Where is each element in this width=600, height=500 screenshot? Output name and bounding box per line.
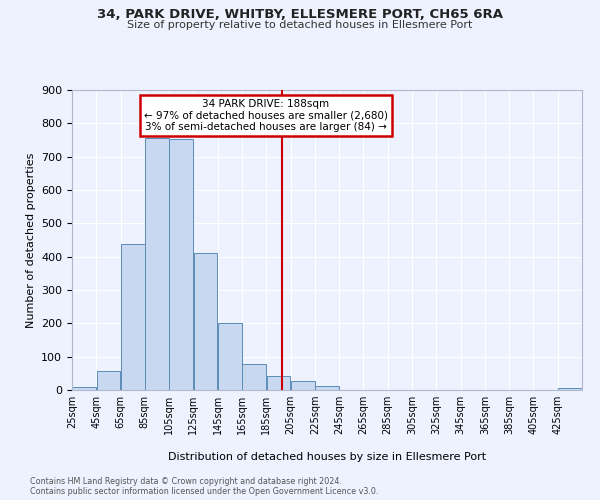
Bar (558, 388, 582, 390)
Bar (266, 376, 290, 390)
Text: Distribution of detached houses by size in Ellesmere Port: Distribution of detached houses by size … (168, 452, 486, 462)
Bar (242, 364, 266, 390)
Bar (145, 138, 169, 390)
Bar (315, 386, 339, 390)
Text: Contains HM Land Registry data © Crown copyright and database right 2024.: Contains HM Land Registry data © Crown c… (30, 478, 342, 486)
Bar (97, 370, 121, 390)
Text: Contains public sector information licensed under the Open Government Licence v3: Contains public sector information licen… (30, 488, 379, 496)
Bar (291, 381, 314, 390)
Bar (121, 244, 145, 390)
Bar (194, 254, 217, 390)
Bar (218, 324, 242, 390)
Text: 34, PARK DRIVE, WHITBY, ELLESMERE PORT, CH65 6RA: 34, PARK DRIVE, WHITBY, ELLESMERE PORT, … (97, 8, 503, 20)
Bar (72, 386, 96, 390)
Y-axis label: Number of detached properties: Number of detached properties (26, 152, 35, 328)
Text: Size of property relative to detached houses in Ellesmere Port: Size of property relative to detached ho… (127, 20, 473, 30)
Bar (169, 140, 193, 390)
Text: 34 PARK DRIVE: 188sqm
← 97% of detached houses are smaller (2,680)
3% of semi-de: 34 PARK DRIVE: 188sqm ← 97% of detached … (144, 99, 388, 132)
